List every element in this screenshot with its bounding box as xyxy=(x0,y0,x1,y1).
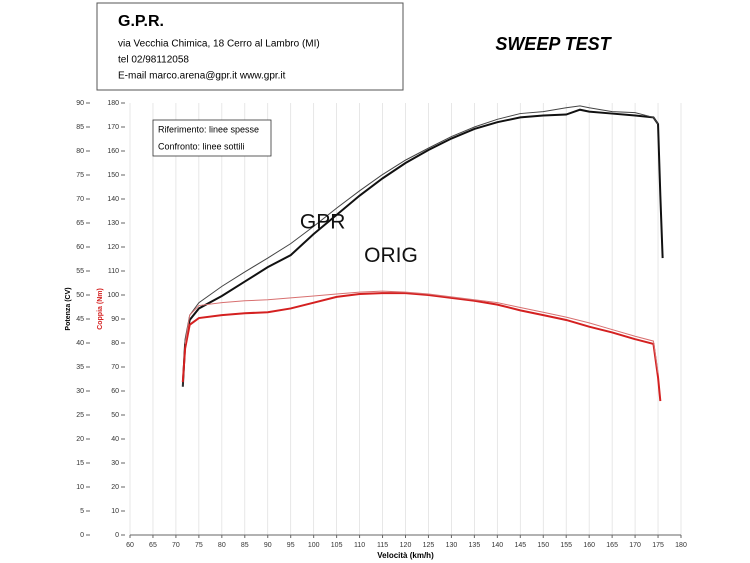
legend-text: Confronto: linee sottili xyxy=(158,141,245,151)
x-tick-label: 120 xyxy=(400,542,412,549)
series-line xyxy=(181,108,664,387)
y-tick-label: 65 xyxy=(76,220,84,227)
y2-tick-label: 160 xyxy=(107,148,119,155)
y2-tick-label: 110 xyxy=(108,268,119,275)
y-tick-label: 75 xyxy=(76,172,84,179)
y2-tick-label: 10 xyxy=(111,508,119,515)
x-tick-label: 60 xyxy=(126,542,134,549)
y2-tick-label: 40 xyxy=(111,436,119,443)
legend-box xyxy=(152,119,272,157)
x-tick-label: 115 xyxy=(377,542,388,549)
x-tick-label: 150 xyxy=(537,542,549,549)
address: via Vecchia Chimica, 18 Cerro al Lambro … xyxy=(118,39,320,50)
x-tick-label: 125 xyxy=(423,542,435,549)
y-tick-label: 15 xyxy=(76,460,84,467)
y-axis-label: Potenza (CV) xyxy=(65,287,72,330)
x-tick-label: 75 xyxy=(195,542,203,549)
x-tick-label: 175 xyxy=(652,542,664,549)
y2-tick-label: 70 xyxy=(111,364,119,371)
y-tick-label: 0 xyxy=(80,532,84,539)
y-tick-label: 10 xyxy=(76,484,84,491)
x-tick-label: 130 xyxy=(446,542,458,549)
x-tick-label: 140 xyxy=(491,542,503,549)
y-tick-label: 25 xyxy=(76,412,84,419)
y2-axis-label: Coppia (Nm) xyxy=(97,288,104,330)
y2-tick-label: 80 xyxy=(111,340,119,347)
annotation: GPR xyxy=(300,211,346,234)
x-tick-label: 105 xyxy=(331,542,343,549)
x-tick-label: 70 xyxy=(172,542,180,549)
x-tick-label: 135 xyxy=(469,542,481,549)
phone: tel 02/98112058 xyxy=(118,55,189,66)
plot: 60 65 70 75 80 85 90 95 100 105 110 115 120 125 130 135… xyxy=(65,100,687,560)
y-tick-label: 20 xyxy=(76,436,84,443)
x-tick-label: 160 xyxy=(583,542,595,549)
y2-tick-label: 0 xyxy=(115,532,119,539)
series-line xyxy=(182,105,659,387)
legend-text: Riferimento: linee spesse xyxy=(158,124,259,134)
y2-tick-label: 140 xyxy=(107,196,119,203)
y-tick-label: 80 xyxy=(76,148,84,155)
series-line xyxy=(184,290,659,373)
x-tick-label: 165 xyxy=(606,542,618,549)
y2-tick-label: 100 xyxy=(107,292,119,299)
y2-tick-label: 170 xyxy=(107,124,119,131)
y2-tick-label: 90 xyxy=(111,316,119,323)
y2-tick-label: 30 xyxy=(111,460,119,467)
x-tick-label: 100 xyxy=(308,542,320,549)
x-tick-label: 155 xyxy=(560,542,572,549)
x-tick-label: 145 xyxy=(514,542,526,549)
y2-tick-label: 60 xyxy=(111,388,119,395)
y-tick-label: 85 xyxy=(76,124,84,131)
y-tick-label: 40 xyxy=(76,340,84,347)
x-tick-label: 95 xyxy=(287,542,295,549)
x-tick-label: 110 xyxy=(354,542,365,549)
y-tick-label: 55 xyxy=(76,268,84,275)
x-tick-label: 180 xyxy=(675,542,687,549)
x-tick-label: 170 xyxy=(629,542,641,549)
y-tick-label: 60 xyxy=(76,244,84,251)
x-tick-label: 80 xyxy=(218,542,226,549)
email: E-mail marco.arena@gpr.it www.gpr.it xyxy=(118,71,286,82)
y-tick-label: 5 xyxy=(80,508,84,515)
x-tick-label: 90 xyxy=(264,542,272,549)
test-name: SWEEP TEST xyxy=(495,34,612,54)
series-line xyxy=(181,292,662,402)
y-tick-label: 45 xyxy=(76,316,84,323)
y-tick-label: 50 xyxy=(76,292,84,299)
header-box xyxy=(96,2,404,91)
y-tick-label: 35 xyxy=(76,364,84,371)
y2-tick-label: 130 xyxy=(107,220,119,227)
y2-tick-label: 50 xyxy=(111,412,119,419)
x-axis-label: Velocità (km/h) xyxy=(377,551,434,560)
y-tick-label: 70 xyxy=(76,196,84,203)
y-tick-label: 30 xyxy=(76,388,84,395)
x-tick-label: 65 xyxy=(149,542,157,549)
y2-tick-label: 180 xyxy=(107,100,119,107)
y2-tick-label: 150 xyxy=(107,172,119,179)
y-tick-label: 90 xyxy=(76,100,84,107)
y2-tick-label: 20 xyxy=(111,484,119,491)
annotation: ORIG xyxy=(364,244,418,267)
x-tick-label: 85 xyxy=(241,542,249,549)
company: G.P.R. xyxy=(118,13,164,30)
y2-tick-label: 120 xyxy=(107,244,119,251)
